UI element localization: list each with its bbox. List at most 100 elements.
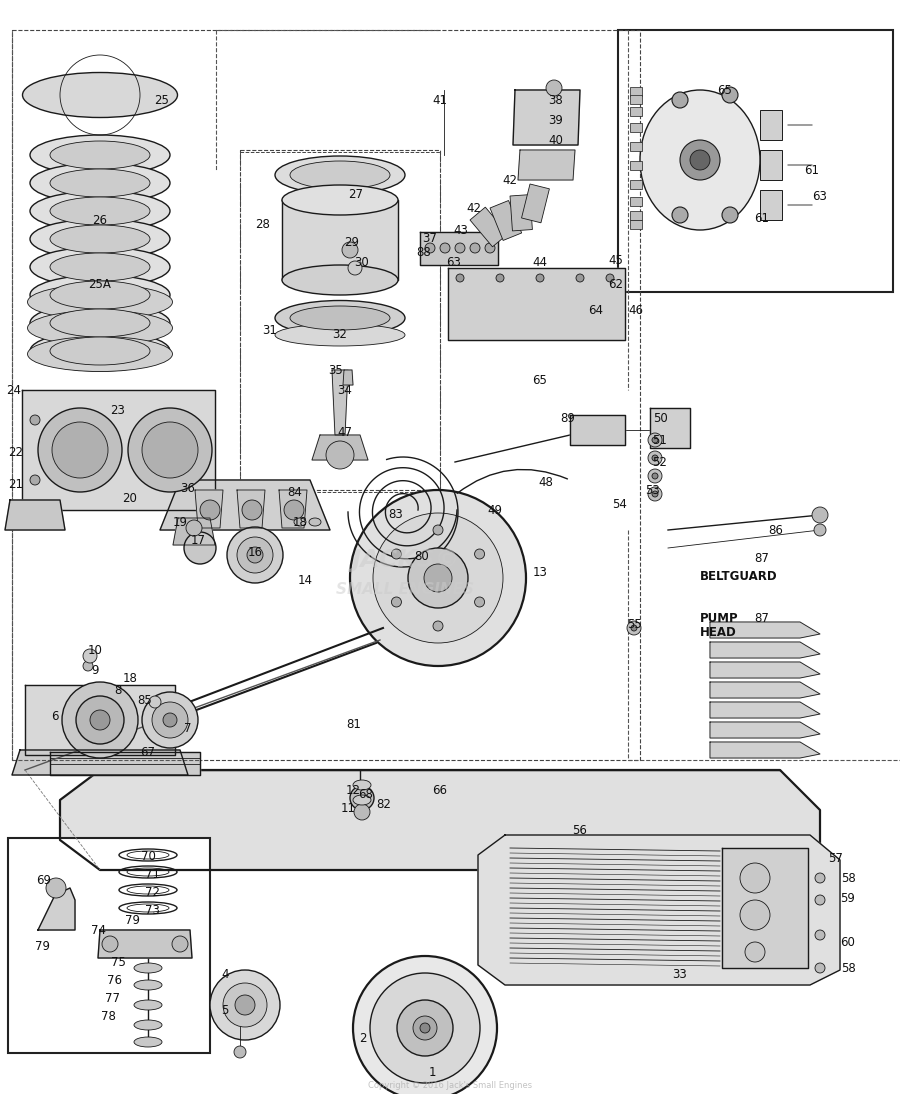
Text: 29: 29	[345, 235, 359, 248]
Circle shape	[440, 243, 450, 253]
Circle shape	[142, 693, 198, 748]
Ellipse shape	[134, 980, 162, 990]
Circle shape	[606, 274, 614, 282]
Circle shape	[83, 649, 97, 663]
Bar	[760, 190, 782, 220]
Ellipse shape	[30, 247, 170, 287]
Polygon shape	[420, 232, 498, 265]
Text: 31: 31	[263, 324, 277, 337]
Circle shape	[227, 527, 283, 583]
Circle shape	[210, 970, 280, 1040]
Circle shape	[420, 1023, 430, 1033]
Circle shape	[284, 500, 304, 520]
Ellipse shape	[30, 303, 170, 344]
Ellipse shape	[30, 191, 170, 231]
Circle shape	[815, 873, 825, 883]
Circle shape	[812, 507, 828, 523]
Circle shape	[30, 415, 40, 424]
Polygon shape	[448, 268, 625, 340]
Polygon shape	[12, 750, 188, 775]
Text: 27: 27	[348, 188, 364, 201]
Bar	[8, 838, 210, 1054]
Polygon shape	[710, 642, 820, 657]
Circle shape	[392, 597, 401, 607]
Text: 70: 70	[140, 850, 156, 862]
Circle shape	[163, 713, 177, 728]
Ellipse shape	[290, 306, 390, 330]
Text: 87: 87	[754, 551, 770, 565]
Text: 32: 32	[333, 327, 347, 340]
Circle shape	[247, 547, 263, 563]
Circle shape	[627, 621, 641, 635]
Circle shape	[722, 207, 738, 223]
Circle shape	[397, 1000, 453, 1056]
Text: 66: 66	[433, 783, 447, 796]
Circle shape	[740, 863, 770, 893]
Text: 65: 65	[717, 83, 733, 96]
Polygon shape	[173, 517, 215, 545]
Text: Copyright © 2016 Jack's Small Engines: Copyright © 2016 Jack's Small Engines	[368, 1081, 532, 1090]
Ellipse shape	[134, 1000, 162, 1010]
Text: 89: 89	[561, 411, 575, 424]
Text: 39: 39	[549, 114, 563, 127]
Ellipse shape	[30, 331, 170, 371]
Text: 63: 63	[446, 256, 462, 268]
Text: 79: 79	[34, 940, 50, 953]
Ellipse shape	[50, 168, 150, 197]
Text: 6: 6	[51, 710, 59, 722]
Ellipse shape	[640, 90, 760, 230]
Polygon shape	[332, 370, 348, 435]
Text: 41: 41	[433, 93, 447, 106]
Circle shape	[433, 621, 443, 631]
Circle shape	[186, 520, 202, 536]
Circle shape	[652, 437, 658, 443]
Text: 46: 46	[628, 303, 644, 316]
Polygon shape	[160, 480, 330, 529]
Text: 73: 73	[145, 904, 159, 917]
Text: 86: 86	[769, 524, 783, 536]
Text: 54: 54	[613, 499, 627, 512]
Text: 12: 12	[346, 783, 361, 796]
Bar	[760, 110, 782, 140]
Text: 67: 67	[140, 745, 156, 758]
Circle shape	[172, 936, 188, 952]
Circle shape	[536, 274, 544, 282]
Circle shape	[815, 930, 825, 940]
Text: 20: 20	[122, 491, 138, 504]
Ellipse shape	[50, 225, 150, 253]
Text: 25: 25	[155, 93, 169, 106]
Polygon shape	[570, 415, 625, 445]
Circle shape	[433, 525, 443, 535]
Text: HEAD: HEAD	[700, 626, 737, 639]
Text: 71: 71	[145, 868, 159, 881]
Ellipse shape	[353, 795, 371, 805]
Bar	[630, 220, 642, 230]
Text: 2: 2	[359, 1032, 367, 1045]
Circle shape	[424, 565, 452, 592]
Text: 10: 10	[87, 643, 103, 656]
Circle shape	[142, 422, 198, 478]
Polygon shape	[710, 722, 820, 738]
Text: 4: 4	[221, 968, 229, 981]
Ellipse shape	[28, 311, 173, 346]
Ellipse shape	[290, 161, 390, 189]
Circle shape	[631, 625, 637, 631]
Circle shape	[745, 942, 765, 962]
Ellipse shape	[28, 337, 173, 372]
Polygon shape	[710, 742, 820, 758]
Text: 43: 43	[454, 223, 468, 236]
Text: 62: 62	[608, 279, 624, 291]
Bar	[618, 30, 893, 292]
Circle shape	[740, 900, 770, 930]
Text: 11: 11	[340, 802, 356, 815]
Bar	[630, 211, 642, 220]
Ellipse shape	[30, 163, 170, 203]
Text: 45: 45	[608, 254, 624, 267]
Polygon shape	[312, 435, 368, 459]
Circle shape	[348, 261, 362, 275]
Text: 8: 8	[114, 684, 122, 697]
Bar	[240, 152, 440, 492]
Text: 51: 51	[652, 433, 668, 446]
Circle shape	[576, 274, 584, 282]
Circle shape	[30, 475, 40, 485]
